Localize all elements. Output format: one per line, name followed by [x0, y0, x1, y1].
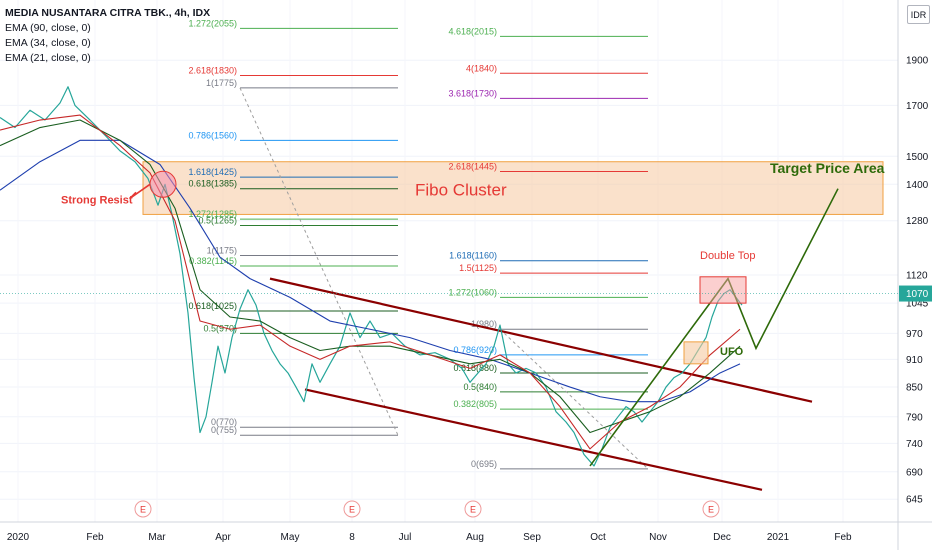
fib-right-level-label: 4.618(2015) [448, 26, 497, 36]
channel-upper-line [269, 277, 813, 403]
series-ema-34 [0, 119, 741, 434]
fibonacci-levels: 1.272(2055) 2.618(1830) 1(1775) 0.786(1560)… [188, 18, 649, 470]
price-tick-label: 1400 [906, 180, 929, 191]
projection-path [589, 188, 839, 467]
fib-left-level-label: 1(1775) [206, 78, 237, 88]
price-tick-label: 1700 [906, 101, 929, 112]
time-tick-label: Dec [713, 532, 731, 543]
fib-right-level-label: 1.5(1125) [459, 263, 497, 273]
fib-right-level-label: 0.382(805) [453, 399, 497, 409]
indicator-ema-34[interactable]: EMA (34, close, 0) [5, 37, 91, 49]
double-top-label: Double Top [700, 250, 755, 262]
event-marker-label: E [708, 505, 714, 515]
event-marker-circle [702, 500, 720, 518]
fib-left-level-label: 0.786(1560) [188, 130, 237, 140]
fib-left-level-label: 0.382(1145) [189, 256, 237, 266]
time-tick-label: Jul [399, 532, 412, 543]
strong-resist-label: Strong Resist [61, 195, 133, 207]
strong-resist-arrow [129, 183, 151, 199]
price-series [0, 86, 743, 467]
fibo-cluster-box [142, 161, 884, 215]
fib-left-level-label: 0(770) [211, 417, 237, 427]
event-marker-label: E [140, 505, 146, 515]
fibo-cluster-zone [142, 161, 884, 215]
target-price-label: Target Price Area [770, 160, 885, 176]
symbol-title: MEDIA NUSANTARA CITRA TBK., 4h, IDX [5, 7, 211, 19]
chart-legend: MEDIA NUSANTARA CITRA TBK., 4h, IDX EMA … [5, 6, 210, 66]
time-tick-label: 2021 [767, 532, 790, 543]
price-tick-label: 850 [906, 383, 923, 394]
price-tick-label: 690 [906, 467, 923, 478]
series-price [0, 86, 743, 467]
time-tick-label: Feb [834, 532, 852, 543]
indicator-ema-90[interactable]: EMA (90, close, 0) [5, 22, 91, 34]
price-tick-label: 1500 [906, 152, 929, 163]
fib-left-level-label: 0.5(970) [203, 323, 237, 333]
fib-left-level-label: 1.272(1285) [188, 209, 237, 219]
currency-scale-button[interactable]: IDR [907, 5, 930, 24]
channel-lower-line [304, 388, 763, 491]
price-tick-label: 1900 [906, 56, 929, 67]
price-tick-label: 1280 [906, 216, 929, 227]
fib-left-level-label: 0.618(1385) [188, 179, 237, 189]
time-tick-label: Apr [215, 532, 231, 543]
fib-right-level-label: 4(1840) [466, 63, 497, 73]
time-tick-label: Sep [523, 532, 541, 543]
event-marker-circle [343, 500, 361, 518]
fib-left-level-label: 0.618(1025) [188, 301, 237, 311]
fib-right-level-label: 1(980) [471, 319, 497, 329]
price-tick-label: 910 [906, 355, 923, 366]
indicator-ema-21[interactable]: EMA (21, close, 0) [5, 52, 91, 64]
event-marker-label: E [470, 505, 476, 515]
price-tick-label: 645 [906, 495, 923, 506]
event-marker-label: E [349, 505, 355, 515]
fib-left-level-label: 1.272(2055) [188, 18, 237, 28]
event-marker-circle [464, 500, 482, 518]
price-tick-label: 970 [906, 329, 923, 340]
last-price-badge [899, 285, 932, 302]
fib-right-level-label: 1.272(1060) [448, 287, 497, 297]
time-axis[interactable]: 2020 Feb Mar Apr May 8 Jul Aug Sep Oct Nov Dec 2021 F… [0, 521, 932, 543]
price-tick-label: 1120 [906, 270, 928, 281]
ufo-label: UFO [720, 346, 744, 358]
fib-right-level-label: 0.5(840) [463, 382, 497, 392]
time-tick-label: Nov [649, 532, 667, 543]
fib-right-level-label: 0.786(920) [453, 345, 497, 355]
event-marker-circle [134, 500, 152, 518]
plot-background [0, 0, 898, 522]
fibo-cluster-label: Fibo Cluster [415, 181, 507, 200]
price-tick-label: 790 [906, 412, 923, 423]
time-tick-label: 8 [349, 532, 355, 543]
fib-left-level-label: 2.618(1830) [188, 65, 237, 75]
time-tick-label: Aug [466, 532, 484, 543]
time-tick-label: 2020 [7, 532, 30, 543]
time-tick-label: Mar [148, 532, 166, 543]
fib-left-level-label: 1.618(1425) [188, 167, 237, 177]
fib-right-level-label: 1.618(1160) [449, 251, 497, 261]
fib-right-level-label: 2.618(1445) [448, 161, 497, 171]
price-tick-label: 1045 [906, 299, 929, 310]
fib-right-level-label: 0.618(880) [453, 363, 497, 373]
price-channel [269, 277, 813, 491]
last-price-label: 1070 [906, 289, 929, 300]
fib-left-level-label: 0.5(1265) [198, 216, 237, 226]
fib-left-level-label: 0(755) [211, 425, 237, 435]
fib-right-trendline [499, 328, 649, 470]
time-tick-label: Feb [86, 532, 104, 543]
double-top-box [699, 276, 747, 304]
time-tick-label: Oct [590, 532, 606, 543]
ufo-box [683, 341, 709, 365]
fib-left-level-label: 1(1175) [207, 246, 237, 256]
series-ema-90 [0, 139, 741, 403]
fib-right-level-label: 3.618(1730) [448, 88, 497, 98]
time-tick-label: May [281, 532, 300, 543]
strong-resist-circle [149, 170, 177, 198]
price-tick-label: 740 [906, 439, 923, 450]
chart-annotations: Fibo Cluster Strong Resist Target Price Ar… [61, 160, 885, 518]
fib-right-level-label: 0(695) [471, 459, 497, 469]
chart-grid [0, 0, 898, 522]
